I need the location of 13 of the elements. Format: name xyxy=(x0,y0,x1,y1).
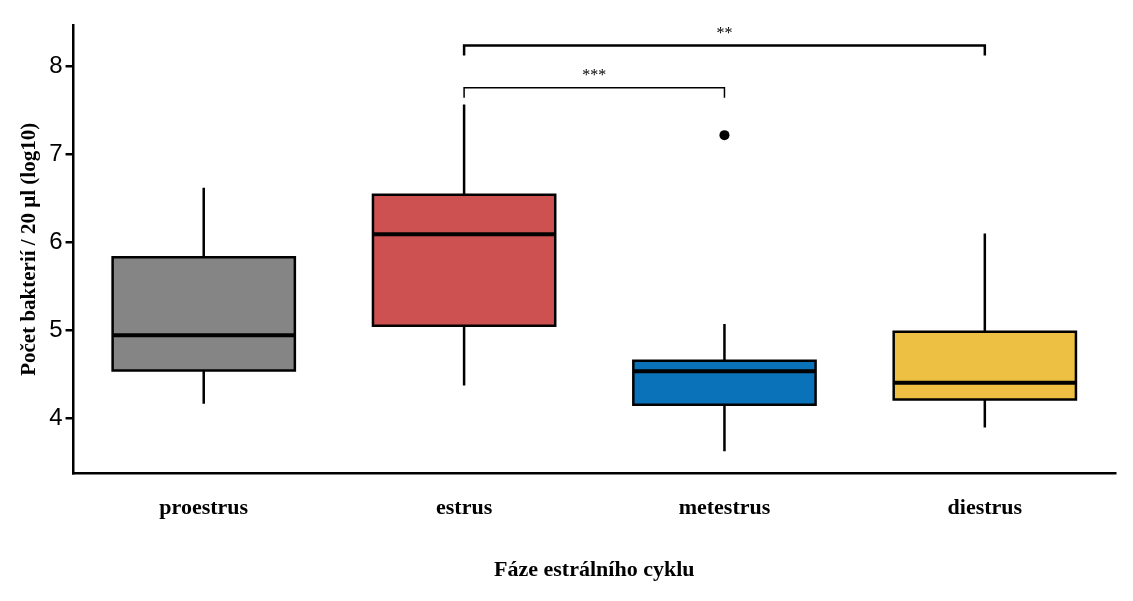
x-tick-label: metestrus xyxy=(678,494,771,520)
x-tick-label: diestrus xyxy=(947,494,1023,520)
y-tick-label: 8 xyxy=(49,51,63,79)
annotation: ** xyxy=(716,23,733,41)
x-tick-label: estrus xyxy=(435,494,493,520)
x-axis-title: Fáze estrálního cyklu xyxy=(494,556,695,582)
y-tick-label: 7 xyxy=(49,139,63,167)
y-tick-label: 4 xyxy=(49,402,63,430)
y-tick-label: 6 xyxy=(49,226,63,254)
y-axis-title: Počet bakterií / 20 µl (log10) xyxy=(16,122,41,376)
x-tick-label: proestrus xyxy=(159,494,249,520)
y-tick-label: 5 xyxy=(49,314,63,342)
annotation: *** xyxy=(582,65,607,83)
